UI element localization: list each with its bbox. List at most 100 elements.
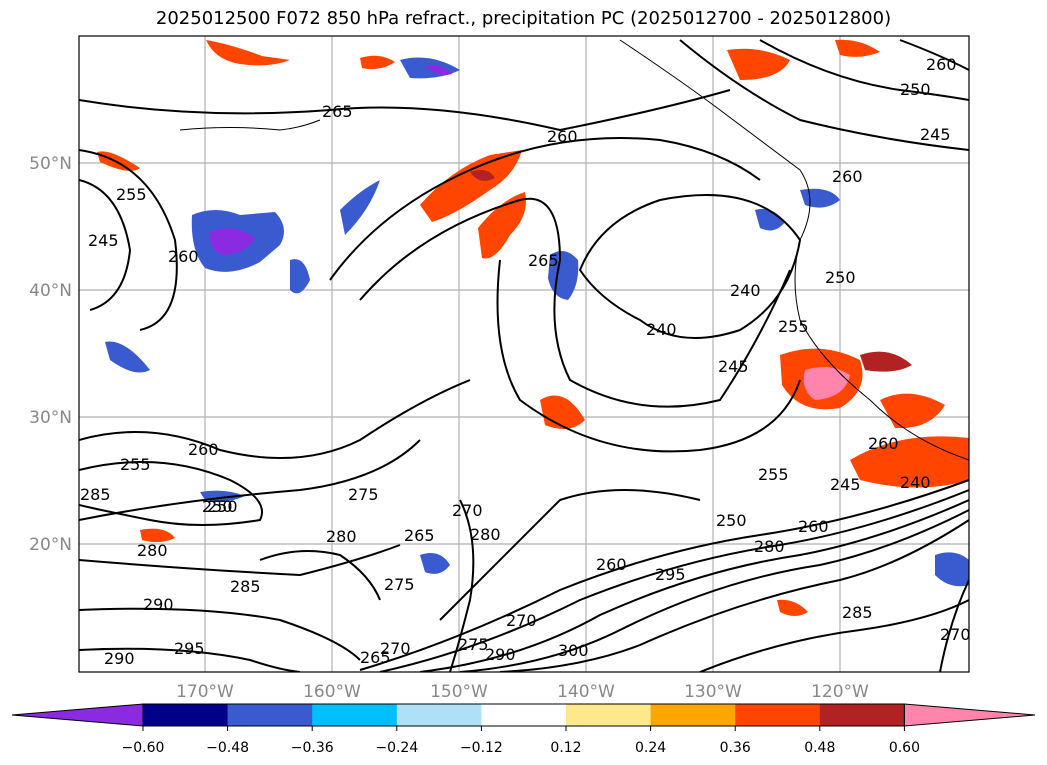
coastline (179, 39, 969, 461)
lon-label: 120°W (811, 682, 869, 702)
lon-label: 130°W (684, 682, 742, 702)
contour-label: 245 (830, 475, 861, 494)
contour-label: 260 (832, 167, 863, 186)
shade-red-12 (777, 599, 808, 616)
colorbar-segment (143, 704, 229, 726)
isoline-240-loop (578, 194, 802, 339)
contour-label: 255 (758, 465, 789, 484)
gridlines (79, 36, 969, 672)
colorbar-segment (227, 704, 313, 726)
contour-label: 265 (322, 102, 353, 121)
lon-label: 170°W (176, 682, 234, 702)
isoline-260-ne (899, 39, 969, 71)
contour-label: 265 (360, 648, 391, 667)
colorbar-tick-label: 0.36 (720, 740, 751, 756)
contour-label: 260 (547, 127, 578, 146)
colorbar-tick-label: 0.12 (550, 740, 581, 756)
contour-label: 285 (230, 577, 261, 596)
shade-red-2 (478, 192, 526, 259)
contour-label: 265 (528, 251, 559, 270)
colorbar-ticks: −0.60 −0.48 −0.36 −0.24 −0.12 0.12 0.24 0.36 0.4… (122, 726, 920, 756)
contour-label: 255 (778, 317, 809, 336)
shade-red-3 (97, 151, 140, 171)
chart-title: 2025012500 F072 850 hPa refract., precip… (155, 8, 892, 29)
colorbar-tick-label: −0.48 (206, 740, 249, 756)
colorbar-segment (396, 704, 482, 726)
shade-blue-9 (290, 259, 310, 294)
contour-label: 270 (506, 611, 537, 630)
colorbar-extend-left (11, 703, 144, 727)
isoline-265-north (79, 89, 731, 132)
contour-label: 255 (120, 455, 151, 474)
shade-blue-6 (935, 552, 969, 587)
contour-label: 260 (926, 55, 957, 74)
shade-blue-7 (420, 552, 450, 574)
contour-label: 240 (900, 473, 931, 492)
isoline-285-east (699, 599, 969, 672)
contour-label: 270 (380, 639, 411, 658)
isoline-jet-2 (379, 489, 969, 672)
colorbar-extend-right (903, 703, 1036, 727)
lon-labels: 170°W 160°W 150°W 140°W 130°W 120°W (176, 682, 869, 702)
plot-frame (78, 35, 970, 673)
shade-red-1 (420, 150, 522, 222)
isoline-jet-5 (499, 519, 969, 672)
contour-label: 285 (842, 603, 873, 622)
contour-label: 275 (348, 485, 379, 504)
shade-red-13 (140, 528, 175, 543)
lon-label: 140°W (557, 682, 615, 702)
colorbar-segment (566, 704, 652, 726)
colorbar-tick-label: 0.60 (889, 740, 920, 756)
shade-red-10 (880, 393, 945, 429)
contour-label: 245 (88, 231, 119, 250)
lat-label: 20°N (29, 535, 72, 555)
contour-label: 250 (716, 511, 747, 530)
isoline-jet-3 (419, 499, 969, 672)
contour-label: 240 (730, 281, 761, 300)
coastline-north-america (619, 39, 969, 461)
isoline-290 (79, 607, 361, 661)
contour-label: 280 (754, 537, 785, 556)
colorbar-segment (735, 704, 821, 726)
contour-label: 280 (137, 541, 168, 560)
shade-blue-4 (105, 341, 150, 373)
contour-label: 285 (80, 485, 111, 504)
isoline-west-2 (79, 179, 132, 311)
isoline-250-north (679, 39, 969, 151)
shade-red-7 (835, 39, 880, 57)
shade-pink-1 (803, 366, 850, 400)
shade-red-9 (850, 436, 969, 488)
isoline-270-mid (449, 499, 475, 672)
colorbar (11, 703, 1036, 727)
colorbar-tick-label: −0.12 (460, 740, 503, 756)
contour-label: 260 (188, 440, 219, 459)
contour-label: 295 (174, 639, 205, 658)
shade-blue-10 (340, 180, 380, 235)
isoline-285 (79, 544, 401, 577)
lat-labels: 50°N 40°N 30°N 20°N (29, 154, 72, 555)
contour-label: 240 (646, 320, 677, 339)
isoline-250 (496, 259, 801, 453)
shade-red-4 (206, 40, 290, 66)
contour-label: 290 (485, 645, 516, 664)
contour-label: 260 (596, 555, 627, 574)
contour-label: 290 (143, 595, 174, 614)
shade-blue-5 (755, 208, 785, 231)
contour-label: 245 (718, 357, 749, 376)
shade-red-5 (360, 55, 395, 70)
lat-label: 50°N (29, 154, 72, 174)
contour-label: 270 (452, 501, 483, 520)
shade-dark-red-1 (470, 170, 495, 181)
colorbar-tick-label: 0.24 (635, 740, 666, 756)
contour-label: 280 (326, 527, 357, 546)
contour-label: 260 (798, 517, 829, 536)
lat-label: 40°N (29, 281, 72, 301)
colorbar-tick-label: 0.48 (804, 740, 835, 756)
contour-label-group: 265 260 255 245 260 250 255 285 260 250 … (80, 55, 971, 668)
contour-label: 300 (558, 641, 589, 660)
lat-label: 30°N (29, 408, 72, 428)
contour-label: 245 (920, 125, 951, 144)
coastline-aleutians (179, 119, 321, 131)
contour-label: 255 (116, 185, 147, 204)
